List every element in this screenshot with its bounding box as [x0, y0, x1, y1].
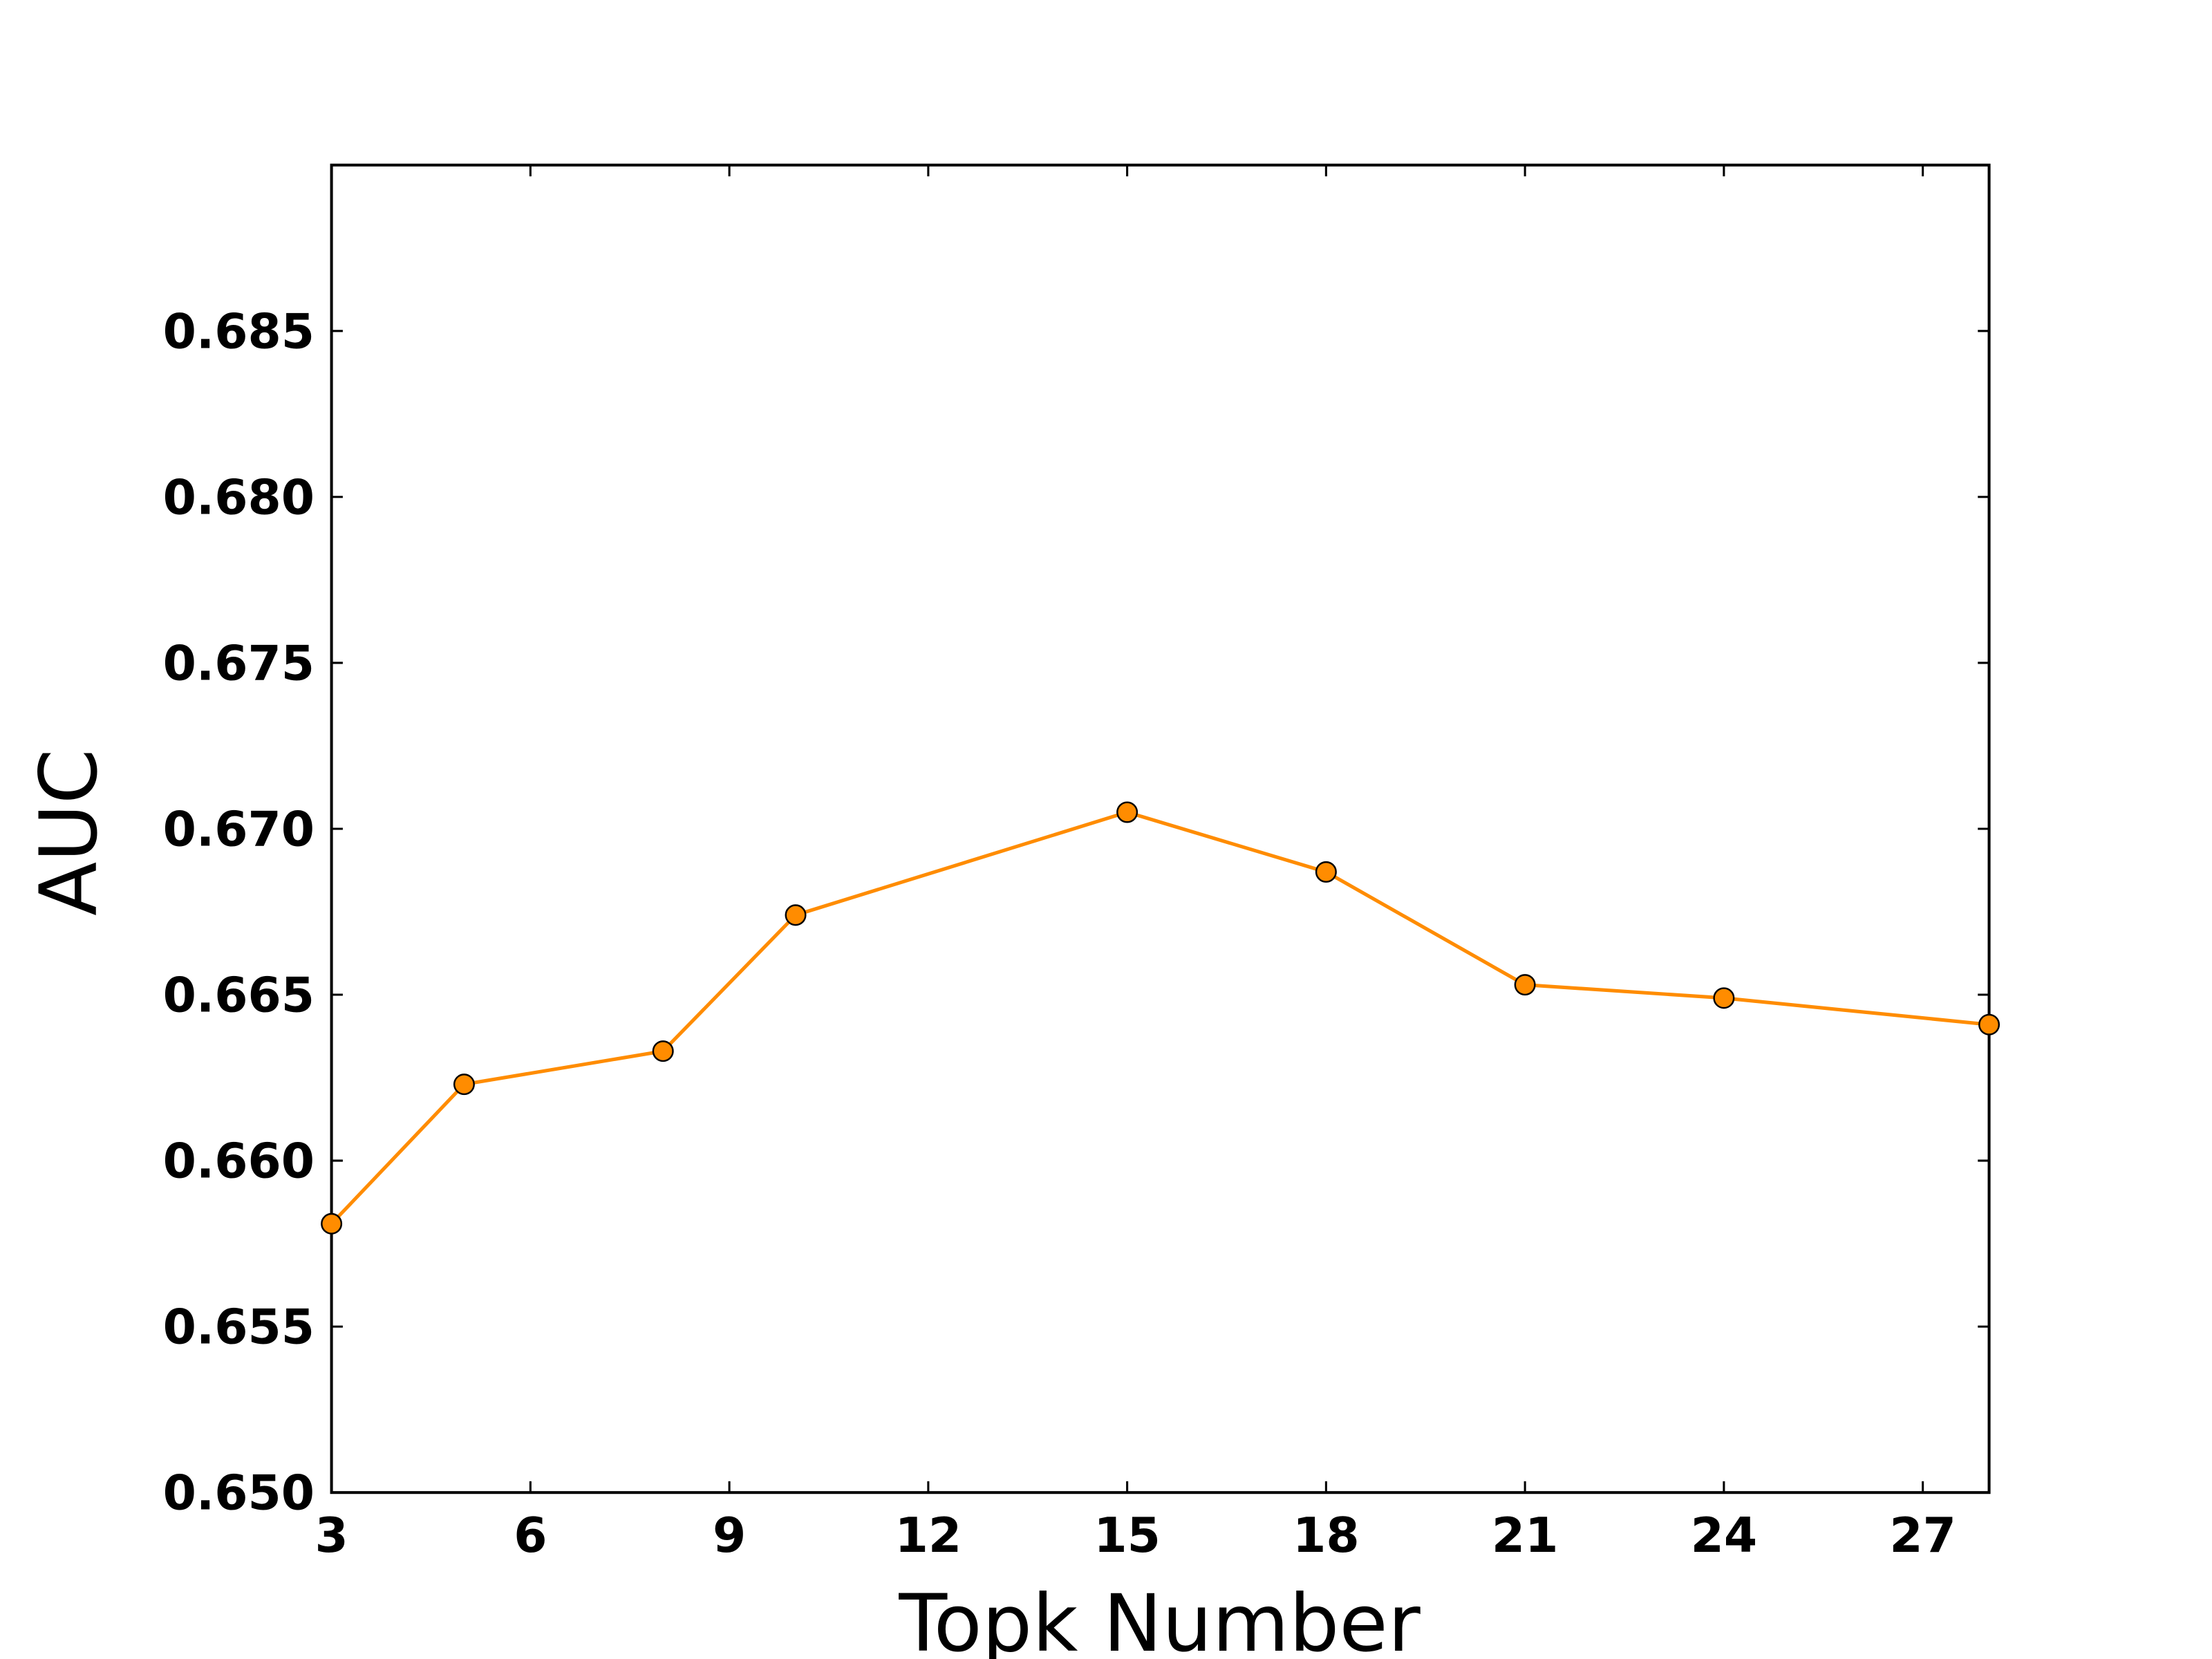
x-tick-label: 18	[1293, 1508, 1360, 1564]
x-axis-label: Topk Number	[898, 1577, 1420, 1659]
data-point	[1315, 861, 1337, 883]
data-point	[1116, 801, 1138, 823]
x-tick-label: 6	[514, 1508, 547, 1564]
x-tick-label: 27	[1889, 1508, 1956, 1564]
y-tick-label: 0.655	[163, 1300, 315, 1356]
x-tick-label: 21	[1492, 1508, 1559, 1564]
x-tick-label: 24	[1691, 1508, 1758, 1564]
plot-frame	[330, 163, 1991, 1494]
x-tick-label: 9	[713, 1508, 746, 1564]
x-tick-label: 15	[1094, 1508, 1161, 1564]
data-point	[652, 1040, 674, 1062]
y-tick-label: 0.685	[163, 304, 315, 359]
x-tick-label: 3	[315, 1508, 348, 1564]
data-point	[453, 1074, 475, 1096]
y-tick-label: 0.670	[163, 802, 315, 857]
y-tick-label: 0.650	[163, 1466, 315, 1521]
y-tick-label: 0.665	[163, 968, 315, 1024]
y-axis-label: AUC	[23, 749, 115, 916]
data-point	[321, 1212, 343, 1235]
y-tick-label: 0.660	[163, 1134, 315, 1190]
data-point	[1978, 1013, 2000, 1035]
data-point	[1514, 974, 1536, 996]
x-tick-label: 12	[895, 1508, 962, 1564]
data-point	[785, 904, 807, 926]
y-tick-label: 0.675	[163, 636, 315, 691]
data-point	[1713, 987, 1735, 1009]
y-tick-label: 0.680	[163, 470, 315, 525]
